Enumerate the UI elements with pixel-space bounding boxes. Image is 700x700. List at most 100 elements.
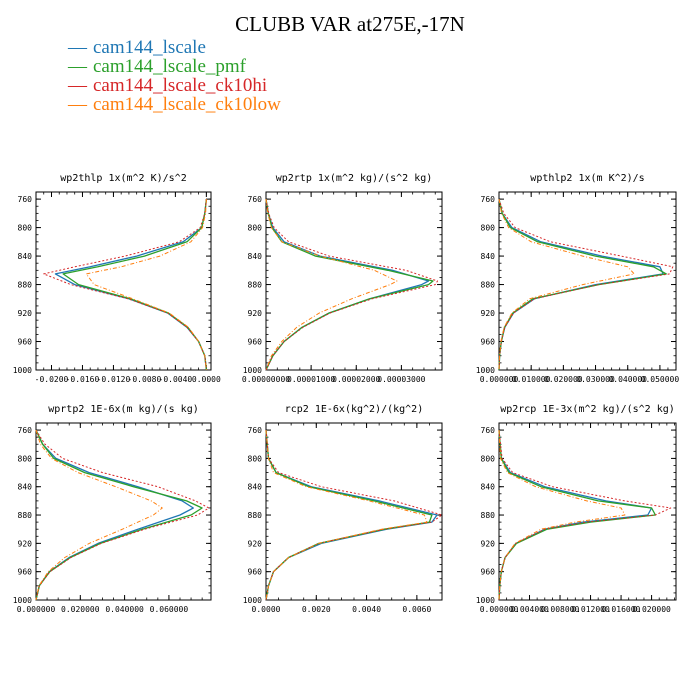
chart-panel-wprtp2: 760 800 840 880 920 960 10000.000000 0.020000 0.… <box>13 404 212 614</box>
y-tick-label: 800 <box>18 224 33 233</box>
x-tick-label: 0.00001000 <box>287 375 335 384</box>
x-tick-label: 0.000000 <box>480 375 519 384</box>
x-tick-label: 0.000000 <box>17 605 56 614</box>
legend: — cam144_lscale — cam144_lscale_pmf — cam14… <box>68 38 281 114</box>
y-tick-label: 840 <box>18 483 33 492</box>
legend-dash-lscale: — <box>68 37 87 58</box>
y-tick-label: 1000 <box>243 596 262 605</box>
y-tick-label: 840 <box>248 252 263 261</box>
series-line-ck10hi <box>498 430 672 601</box>
y-tick-label: 960 <box>18 338 33 347</box>
legend-label-lscale: cam144_lscale <box>93 37 206 58</box>
legend-label-pmf: cam144_lscale_pmf <box>93 56 247 77</box>
x-tick-label: 0.004000 <box>510 605 549 614</box>
x-tick-label: 0.030000 <box>576 375 615 384</box>
y-tick-label: 840 <box>18 252 33 261</box>
plot-frame <box>35 422 212 601</box>
series-line-lscale <box>498 198 664 371</box>
series-line-lscale <box>265 198 430 371</box>
series-line-ck10hi <box>265 199 438 371</box>
y-tick-label: 760 <box>248 195 263 204</box>
y-tick-label: 960 <box>481 568 496 577</box>
series-line-pmf <box>498 430 657 601</box>
series-line-pmf <box>35 429 203 601</box>
x-tick-label: 0.050000 <box>641 375 680 384</box>
x-tick-label: 0.0000 <box>252 605 281 614</box>
y-tick-label: 1000 <box>243 366 262 375</box>
y-tick-label: 1000 <box>13 596 32 605</box>
y-tick-label: 920 <box>481 309 496 318</box>
x-tick-label: 0.000000 <box>480 605 519 614</box>
legend-item-ck10hi: — cam144_lscale_ck10hi <box>68 76 281 95</box>
x-tick-label: 0.0040 <box>352 605 381 614</box>
series-line-ck10low <box>265 430 428 601</box>
series-line-ck10low <box>265 199 398 371</box>
y-tick-label: 840 <box>248 483 263 492</box>
y-tick-label: 800 <box>248 454 263 463</box>
x-tick-label: 0.00003000 <box>377 375 425 384</box>
plot-frame <box>265 191 443 371</box>
series-line-ck10hi <box>35 429 210 601</box>
plot-frame <box>498 191 677 371</box>
y-tick-label: 800 <box>18 454 33 463</box>
x-tick-label: 0.016000 <box>602 605 641 614</box>
figure-title: CLUBB VAR at275E,-17N <box>235 12 465 36</box>
x-tick-label: -0.0040 <box>159 375 193 384</box>
series-line-ck10low <box>498 430 626 601</box>
y-tick-label: 880 <box>18 511 33 520</box>
y-tick-label: 1000 <box>13 366 32 375</box>
y-tick-label: 880 <box>18 281 33 290</box>
x-tick-label: 0.0000 <box>192 375 221 384</box>
y-tick-label: 840 <box>481 483 496 492</box>
series-line-lscale <box>498 430 653 601</box>
plot-frame <box>498 422 677 601</box>
panel-title: wprtp2 1E-6x(m kg)/(s kg) <box>48 404 199 415</box>
series-line-pmf <box>62 199 208 371</box>
x-tick-label: 0.0060 <box>402 605 431 614</box>
x-tick-label: 0.0020 <box>302 605 331 614</box>
legend-dash-ck10hi: — <box>68 75 87 96</box>
x-tick-label: 0.012000 <box>571 605 610 614</box>
series-line-ck10hi <box>265 430 443 601</box>
y-tick-label: 880 <box>248 281 263 290</box>
y-tick-label: 960 <box>248 338 263 347</box>
x-tick-label: -0.0200 <box>35 375 69 384</box>
x-tick-label: 0.020000 <box>544 375 583 384</box>
series-line-ck10low <box>85 199 207 371</box>
x-tick-label: 0.040000 <box>105 605 144 614</box>
legend-item-ck10low: — cam144_lscale_ck10low <box>68 95 281 114</box>
y-tick-label: 760 <box>481 195 496 204</box>
y-tick-label: 960 <box>248 568 263 577</box>
chart-panel-wpthlp2: 76080084088092096010000.0000000.0100000.… <box>476 173 680 384</box>
x-tick-label: 0.020000 <box>632 605 671 614</box>
x-tick-label: -0.0080 <box>128 375 162 384</box>
legend-dash-pmf: — <box>68 56 87 77</box>
series-line-ck10low <box>35 429 163 601</box>
series-line-lscale <box>35 429 194 601</box>
series-line-lscale <box>265 430 438 601</box>
y-tick-label: 880 <box>248 511 263 520</box>
panel-title: wp2rcp 1E-3x(m^2 kg)/(s^2 kg) <box>500 404 675 415</box>
y-tick-label: 960 <box>481 338 496 347</box>
legend-item-pmf: — cam144_lscale_pmf <box>68 57 281 76</box>
x-tick-label: 0.00002000 <box>332 375 380 384</box>
y-tick-label: 920 <box>248 309 263 318</box>
x-tick-label: 0.060000 <box>150 605 189 614</box>
panel-title: rcp2 1E-6x(kg^2)/(kg^2) <box>285 404 423 415</box>
y-tick-label: 880 <box>481 511 496 520</box>
plot-frame <box>35 191 212 371</box>
y-tick-label: 1000 <box>476 596 495 605</box>
y-tick-label: 960 <box>18 568 33 577</box>
y-tick-label: 760 <box>248 426 263 435</box>
y-tick-label: 1000 <box>476 366 495 375</box>
x-tick-label: 0.00000000 <box>242 375 290 384</box>
x-tick-label: 0.008000 <box>541 605 580 614</box>
legend-dash-ck10low: — <box>68 94 87 115</box>
y-tick-label: 760 <box>18 426 33 435</box>
series-line-ck10hi <box>498 198 674 371</box>
legend-label-ck10low: cam144_lscale_ck10low <box>93 94 281 115</box>
y-tick-label: 800 <box>248 224 263 233</box>
chart-panel-wp2rtp: 760 800 840 880 920 960 10000.000000000.000010… <box>242 173 443 384</box>
y-tick-label: 920 <box>18 539 33 548</box>
